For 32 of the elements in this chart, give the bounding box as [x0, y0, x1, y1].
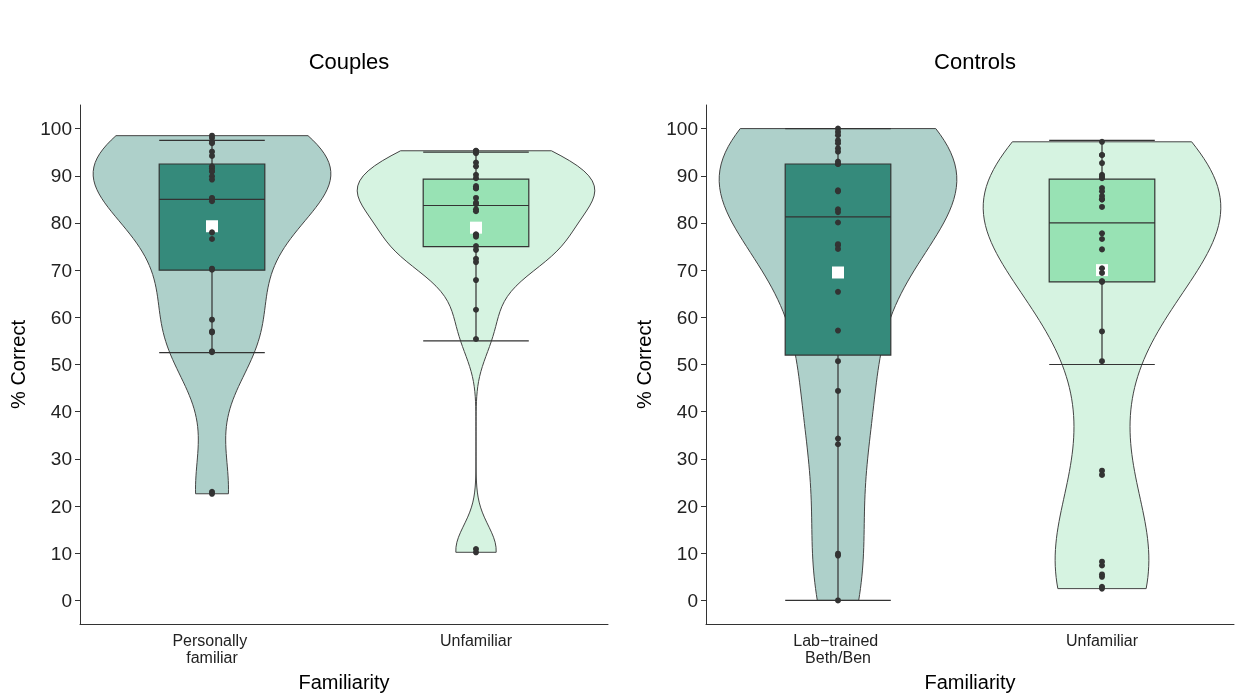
- y-axis-title: % Correct: [633, 319, 655, 409]
- y-tick-label: 10: [676, 542, 698, 564]
- chart-title: Couples: [308, 48, 390, 74]
- x-axis-title: Familiarity: [298, 671, 390, 693]
- y-tick-label: 80: [676, 212, 698, 234]
- x-tick-label: Unfamiliar: [1065, 632, 1139, 649]
- y-tick-label: 40: [50, 401, 72, 423]
- y-tick-label: 70: [50, 259, 72, 281]
- x-tick-label: Personally familiar: [172, 632, 252, 666]
- y-tick-label: 50: [50, 354, 72, 375]
- y-tick-label: 80: [50, 212, 72, 234]
- y-axis-title: % Correct: [7, 319, 29, 409]
- x-axis-title: Familiarity: [924, 671, 1016, 693]
- y-tick-label: 20: [50, 495, 72, 517]
- y-tick-label: 20: [676, 495, 698, 517]
- x-tick-label: Lab−trained Beth/Ben: [793, 632, 883, 666]
- y-tick-label: 90: [50, 165, 72, 187]
- y-tick-label: 10: [50, 542, 72, 564]
- y-tick-label: 90: [676, 165, 698, 187]
- y-tick-label: 0: [687, 589, 698, 611]
- y-tick-label: 100: [40, 118, 72, 140]
- y-tick-label: 40: [676, 401, 698, 423]
- y-tick-label: 60: [50, 306, 72, 328]
- chart-title: Controls: [934, 48, 1016, 74]
- y-tick-label: 0: [61, 589, 72, 611]
- x-tick-label: Unfamiliar: [439, 632, 513, 649]
- y-tick-label: 50: [676, 354, 698, 375]
- y-tick-label: 100: [666, 118, 698, 140]
- y-tick-label: 30: [676, 448, 698, 470]
- y-tick-label: 60: [676, 306, 698, 328]
- y-tick-label: 30: [50, 448, 72, 470]
- y-tick-label: 70: [676, 259, 698, 281]
